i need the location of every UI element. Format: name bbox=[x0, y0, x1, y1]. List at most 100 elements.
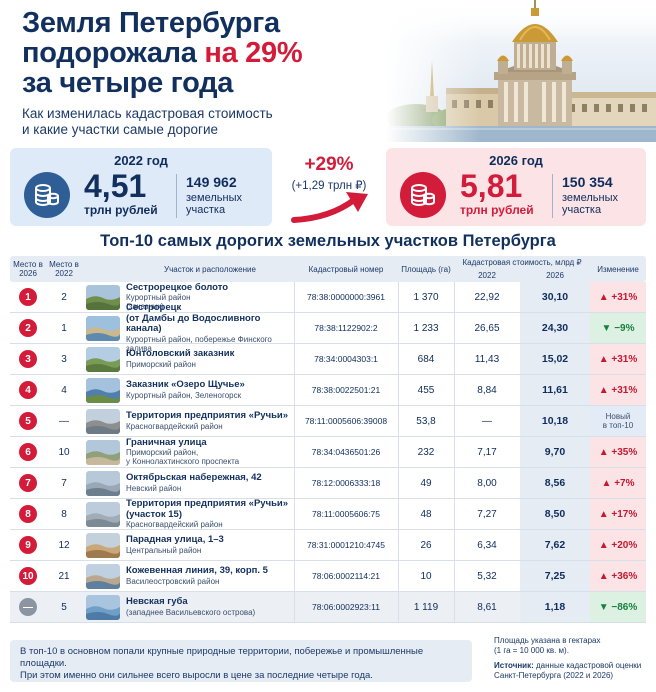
title-line-1: Земля Петербурга bbox=[22, 7, 280, 39]
summary-change: +29% (+1,29 трлн ₽) bbox=[272, 148, 386, 223]
change-cell: ▲ +35% bbox=[590, 437, 646, 467]
summary-unit: трлн рублей bbox=[460, 203, 534, 217]
cadastral-cell: 78:06:0002114:21 bbox=[312, 571, 380, 581]
column-divider bbox=[454, 530, 455, 560]
rank-cell: 3 bbox=[10, 344, 46, 374]
column-divider bbox=[294, 375, 295, 405]
page-title: Земля Петербурга подорожала на 29% за че… bbox=[22, 7, 303, 98]
column-divider bbox=[294, 406, 295, 436]
column-divider bbox=[454, 437, 455, 467]
summary-value: 4,51 bbox=[84, 168, 147, 204]
plot-name: Территория предприятия «Ручьи» bbox=[126, 410, 289, 422]
column-divider bbox=[398, 468, 399, 498]
column-divider bbox=[398, 344, 399, 374]
value-2026-cell: 15,02 bbox=[520, 344, 590, 374]
column-divider bbox=[398, 561, 399, 591]
plot-cell: Заказник «Озеро Щучье» Курортный район, З… bbox=[126, 375, 294, 405]
plot-cell: Юнтоловский заказник Приморский район bbox=[126, 344, 294, 374]
subtitle: Как изменилась кадастровая стоимость и к… bbox=[22, 106, 362, 138]
thumb-cell bbox=[84, 499, 122, 529]
thumb-cell bbox=[84, 561, 122, 591]
rank-badge: 8 bbox=[19, 505, 37, 523]
plot-name: Заказник «Озеро Щучье» bbox=[126, 379, 245, 391]
summary-count: 149 962 bbox=[186, 174, 237, 190]
prev-rank-cell: — bbox=[59, 415, 69, 427]
plot-cell: Невская губа (западнее Васильевского остр… bbox=[126, 592, 294, 622]
area-cell: 455 bbox=[417, 384, 435, 396]
rank-badge: 10 bbox=[19, 567, 37, 585]
rank-cell: 4 bbox=[10, 375, 46, 405]
change-cell: ▼ −9% bbox=[590, 313, 646, 343]
plot-photo bbox=[86, 315, 120, 341]
value-2026-cell: 8,50 bbox=[520, 499, 590, 529]
summary-year: 2026 год bbox=[489, 153, 543, 168]
prev-rank-cell: 5 bbox=[61, 601, 67, 613]
plot-location: Курортный район, побережье Финского зали… bbox=[126, 334, 272, 353]
source-block: Площадь указана в гектарах (1 га = 10 00… bbox=[494, 636, 654, 681]
title-accent: на 29% bbox=[204, 37, 303, 69]
plot-name: Кожевенная линия, 39, корп. 5 bbox=[126, 565, 268, 577]
plot-photo bbox=[86, 594, 120, 620]
plot-cell: Территория предприятия «Ручьи» Красногвар… bbox=[126, 406, 294, 436]
area-cell: 49 bbox=[420, 477, 432, 489]
subtitle-line-2: и какие участки самые дорогие bbox=[22, 122, 219, 137]
plot-name: Октябрьская набережная, 42 bbox=[126, 472, 262, 484]
summary-count-label: земельных участка bbox=[186, 192, 242, 216]
summary-panel: 2022 год 4,51 трлн рублей 149 962 земель… bbox=[10, 148, 646, 228]
source-body: данные кадастровой оценки Санкт-Петербур… bbox=[494, 661, 642, 680]
column-divider bbox=[398, 282, 399, 312]
column-divider bbox=[294, 437, 295, 467]
value-2022-cell: 7,27 bbox=[477, 508, 497, 520]
summary-value: 5,81 bbox=[460, 168, 523, 204]
prev-rank-cell: 7 bbox=[61, 477, 67, 489]
plot-name: Граничная улица bbox=[126, 436, 207, 448]
column-divider bbox=[294, 468, 295, 498]
area-cell: 1 370 bbox=[413, 291, 439, 303]
column-divider bbox=[398, 437, 399, 467]
plot-location: Невский район bbox=[126, 483, 182, 493]
saint-isaacs-cathedral-illustration bbox=[386, 0, 656, 142]
cadastral-cell: 78:06:0002923:11 bbox=[312, 602, 380, 612]
area-cell: 684 bbox=[417, 353, 435, 365]
rank-cell: 9 bbox=[10, 530, 46, 560]
plot-cell: Парадная улица, 1–3 Центральный район bbox=[126, 530, 294, 560]
change-cell: ▲ +20% bbox=[590, 530, 646, 560]
table-row: 3 3 Юнтоловский заказник Приморский район 78… bbox=[10, 344, 646, 375]
rank-badge: 5 bbox=[19, 412, 37, 430]
column-divider bbox=[294, 499, 295, 529]
table-row: 8 8 Территория предприятия «Ручьи» (участок… bbox=[10, 498, 646, 530]
change-cell: Новый в топ-10 bbox=[590, 406, 646, 436]
thumb-cell bbox=[84, 406, 122, 436]
change-cell: ▲ +36% bbox=[590, 561, 646, 591]
plot-location: Приморский район bbox=[126, 359, 196, 369]
value-2026-cell: 11,61 bbox=[520, 375, 590, 405]
value-2022-cell: 5,32 bbox=[477, 570, 497, 582]
change-cell: ▼ −86% bbox=[590, 592, 646, 622]
title-line-2: подорожала на 29% bbox=[22, 37, 303, 69]
column-divider bbox=[454, 592, 455, 622]
table-row: 1 2 Сестрорецкое болото Курортный район (зак… bbox=[10, 282, 646, 313]
prev-rank-cell: 4 bbox=[61, 384, 67, 396]
column-divider bbox=[454, 282, 455, 312]
column-divider bbox=[454, 313, 455, 343]
header-change: Изменение bbox=[597, 264, 639, 274]
rank-badge: 1 bbox=[19, 288, 37, 306]
plot-location: Центральный район bbox=[126, 545, 202, 555]
rank-badge: 6 bbox=[19, 443, 37, 461]
rank-cell: 1 bbox=[10, 282, 46, 312]
plot-name: Сестрорецкое болото bbox=[126, 281, 229, 293]
area-cell: 232 bbox=[417, 446, 435, 458]
value-2022-cell: 7,17 bbox=[477, 446, 497, 458]
rank-badge: 9 bbox=[19, 536, 37, 554]
summary-year: 2022 год bbox=[114, 153, 168, 168]
value-2026-cell: 9,70 bbox=[520, 437, 590, 467]
subtitle-line-1: Как изменилась кадастровая стоимость bbox=[22, 106, 273, 121]
footnote-box: В топ-10 в основном попали крупные приро… bbox=[10, 640, 472, 682]
value-2022-cell: 22,92 bbox=[474, 291, 500, 303]
summary-divider bbox=[552, 174, 553, 218]
value-2022-cell: 8,00 bbox=[477, 477, 497, 489]
plot-location: Курортный район (заказник) bbox=[126, 293, 191, 312]
area-cell: 48 bbox=[420, 508, 432, 520]
table-row: 4 4 Заказник «Озеро Щучье» Курортный район,… bbox=[10, 375, 646, 406]
plot-location: Курортный район, Зеленогорск bbox=[126, 390, 242, 400]
